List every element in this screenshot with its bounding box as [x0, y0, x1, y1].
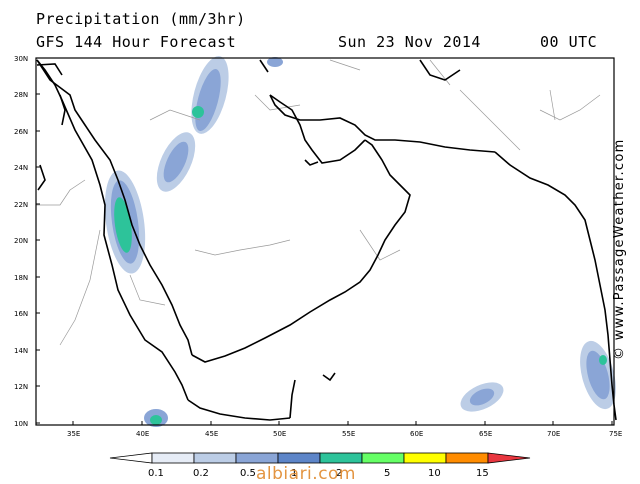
legend-swatch — [109, 452, 153, 464]
legend-swatch — [235, 452, 279, 464]
lat-label: 30N — [14, 55, 28, 63]
lon-label: 40E — [136, 430, 149, 438]
map-title: Precipitation (mm/3hr) — [36, 10, 246, 28]
lat-label: 20N — [14, 237, 28, 245]
forecast-subtitle: GFS 144 Hour Forecast — [36, 33, 237, 51]
lat-label: 28N — [14, 91, 28, 99]
legend-label: 15 — [476, 468, 489, 479]
legend-swatch — [277, 452, 321, 464]
lon-label: 70E — [547, 430, 560, 438]
lat-label: 16N — [14, 310, 28, 318]
legend-swatch — [319, 452, 363, 464]
lon-label: 75E — [609, 430, 622, 438]
lon-label: 35E — [67, 430, 80, 438]
legend-swatch — [487, 452, 531, 464]
legend-swatches — [109, 452, 531, 464]
legend-label: 0.1 — [148, 468, 164, 479]
latitude-labels: 30N 28N 26N 24N 22N 20N 18N 16N 14N 12N … — [14, 55, 28, 428]
legend-swatch — [403, 452, 447, 464]
coastlines — [36, 59, 617, 421]
legend-label: 10 — [428, 468, 441, 479]
axis-ticks — [36, 57, 613, 425]
legend-label: 1 — [291, 468, 297, 479]
watermark-text: albiari.com — [256, 464, 356, 484]
lat-label: 18N — [14, 274, 28, 282]
lon-label: 55E — [342, 430, 355, 438]
legend-swatch — [151, 452, 195, 464]
map-frame — [35, 57, 615, 426]
legend-swatch — [361, 452, 405, 464]
lon-label: 45E — [205, 430, 218, 438]
legend-label: 0.5 — [240, 468, 256, 479]
legend-labels: 0.1 0.2 0.5 1 2 5 10 15 — [148, 468, 489, 479]
legend-swatch — [193, 452, 237, 464]
legend-label: 5 — [384, 468, 390, 479]
lat-label: 24N — [14, 164, 28, 172]
lat-label: 22N — [14, 201, 28, 209]
lat-label: 14N — [14, 347, 28, 355]
forecast-time: 00 UTC — [540, 33, 598, 51]
lon-label: 50E — [273, 430, 286, 438]
longitude-labels: 35E 40E 45E 50E 55E 60E 65E 70E 75E — [67, 430, 622, 438]
legend-swatch — [445, 452, 489, 464]
lon-label: 60E — [410, 430, 423, 438]
lat-label: 26N — [14, 128, 28, 136]
legend-label: 2 — [336, 468, 342, 479]
legend-label: 0.2 — [193, 468, 209, 479]
lon-label: 65E — [479, 430, 492, 438]
lat-label: 12N — [14, 383, 28, 391]
country-borders — [36, 59, 601, 346]
forecast-date: Sun 23 Nov 2014 — [338, 33, 481, 51]
lat-label: 10N — [14, 420, 28, 428]
